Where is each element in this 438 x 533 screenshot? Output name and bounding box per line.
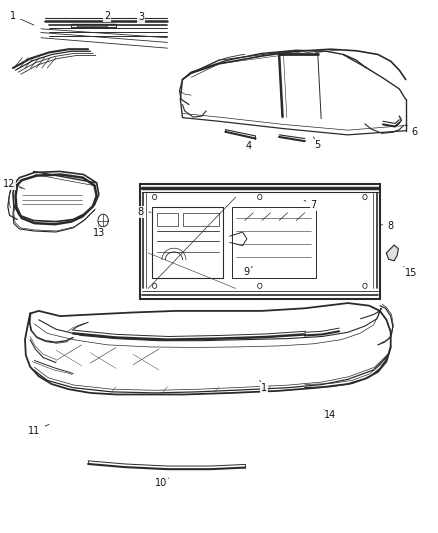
Text: 9: 9 bbox=[244, 266, 252, 277]
Text: 6: 6 bbox=[406, 124, 417, 137]
Text: 8: 8 bbox=[381, 221, 394, 231]
Text: 13: 13 bbox=[93, 226, 105, 238]
Text: 4: 4 bbox=[246, 139, 256, 151]
Text: 2: 2 bbox=[104, 11, 110, 22]
Text: 8: 8 bbox=[138, 207, 151, 217]
Text: 10: 10 bbox=[155, 478, 169, 488]
Text: 15: 15 bbox=[403, 266, 417, 278]
Text: 12: 12 bbox=[3, 179, 22, 189]
Text: 11: 11 bbox=[28, 424, 49, 436]
Text: 1: 1 bbox=[10, 11, 34, 25]
Text: 14: 14 bbox=[324, 409, 336, 421]
Text: 7: 7 bbox=[304, 200, 317, 211]
Text: 5: 5 bbox=[314, 137, 321, 150]
Polygon shape bbox=[386, 245, 399, 261]
Text: 3: 3 bbox=[134, 12, 144, 22]
Text: 1: 1 bbox=[260, 381, 267, 393]
